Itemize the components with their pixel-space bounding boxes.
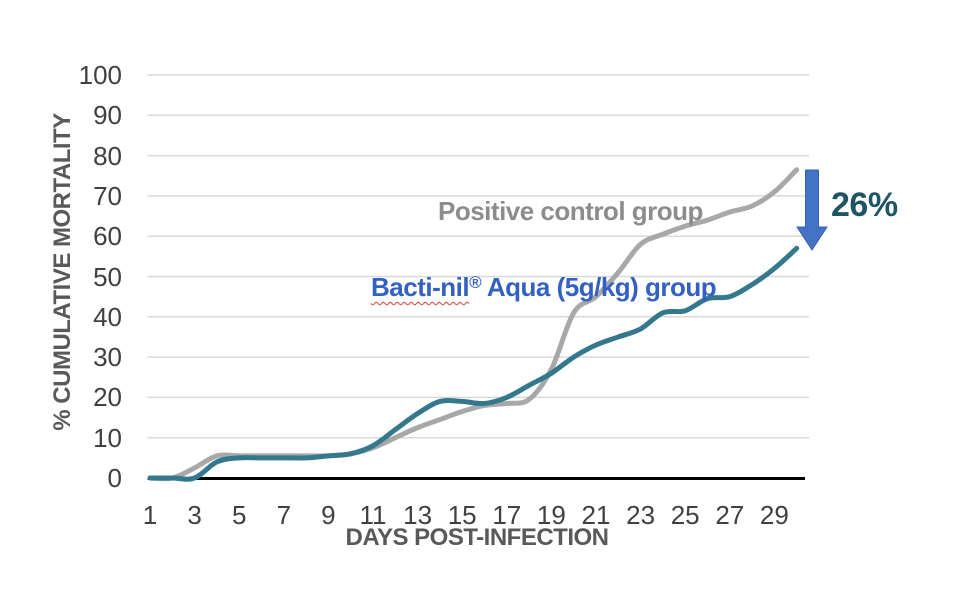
y-tick-label: 0	[107, 463, 122, 493]
y-tick-label: 10	[93, 422, 122, 453]
y-tick-label: 60	[93, 221, 122, 252]
x-tick-label: 1	[142, 500, 158, 530]
x-tick-label: 7	[276, 500, 292, 530]
x-tick-label: 29	[759, 500, 789, 530]
down-arrow-icon	[796, 169, 828, 251]
x-tick-label: 9	[321, 500, 336, 530]
x-axis-title: DAYS POST-INFECTION	[345, 524, 609, 551]
y-tick-label: 30	[93, 342, 122, 373]
x-tick-label: 5	[231, 500, 247, 530]
y-tick-label: 100	[78, 60, 122, 90]
x-tick-label: 11	[359, 500, 387, 530]
y-tick-label: 40	[93, 301, 122, 332]
x-tick-label: 3	[187, 500, 202, 530]
y-tick-label: 50	[93, 261, 122, 292]
bacti-nil-label-rest: Aqua (5g/kg) group	[481, 272, 717, 302]
x-tick-label: 25	[670, 500, 700, 530]
x-tick-label: 15	[447, 500, 477, 530]
y-tick-label: 20	[93, 382, 122, 413]
x-tick-label: 13	[403, 500, 433, 530]
series-label-bacti-nil-aqua: Bacti-nil® Aqua (5g/kg) group	[371, 272, 717, 303]
x-tick-label: 21	[581, 500, 611, 530]
x-tick-label: 23	[626, 500, 656, 530]
y-tick-label: 80	[93, 140, 122, 171]
series-label-positive-control: Positive control group	[438, 196, 703, 226]
bacti-nil-brand-text: Bacti-nil	[371, 272, 470, 302]
series-line-bacti-nil-aqua	[147, 245, 800, 482]
x-tick-label: 17	[492, 500, 522, 530]
difference-percent-label: 26%	[831, 186, 898, 224]
y-tick-label: 70	[93, 180, 122, 211]
y-tick-label: 90	[93, 100, 122, 131]
registered-trademark-symbol: ®	[469, 273, 482, 292]
x-tick-label: 27	[715, 500, 745, 530]
x-tick-label: 19	[536, 500, 566, 530]
